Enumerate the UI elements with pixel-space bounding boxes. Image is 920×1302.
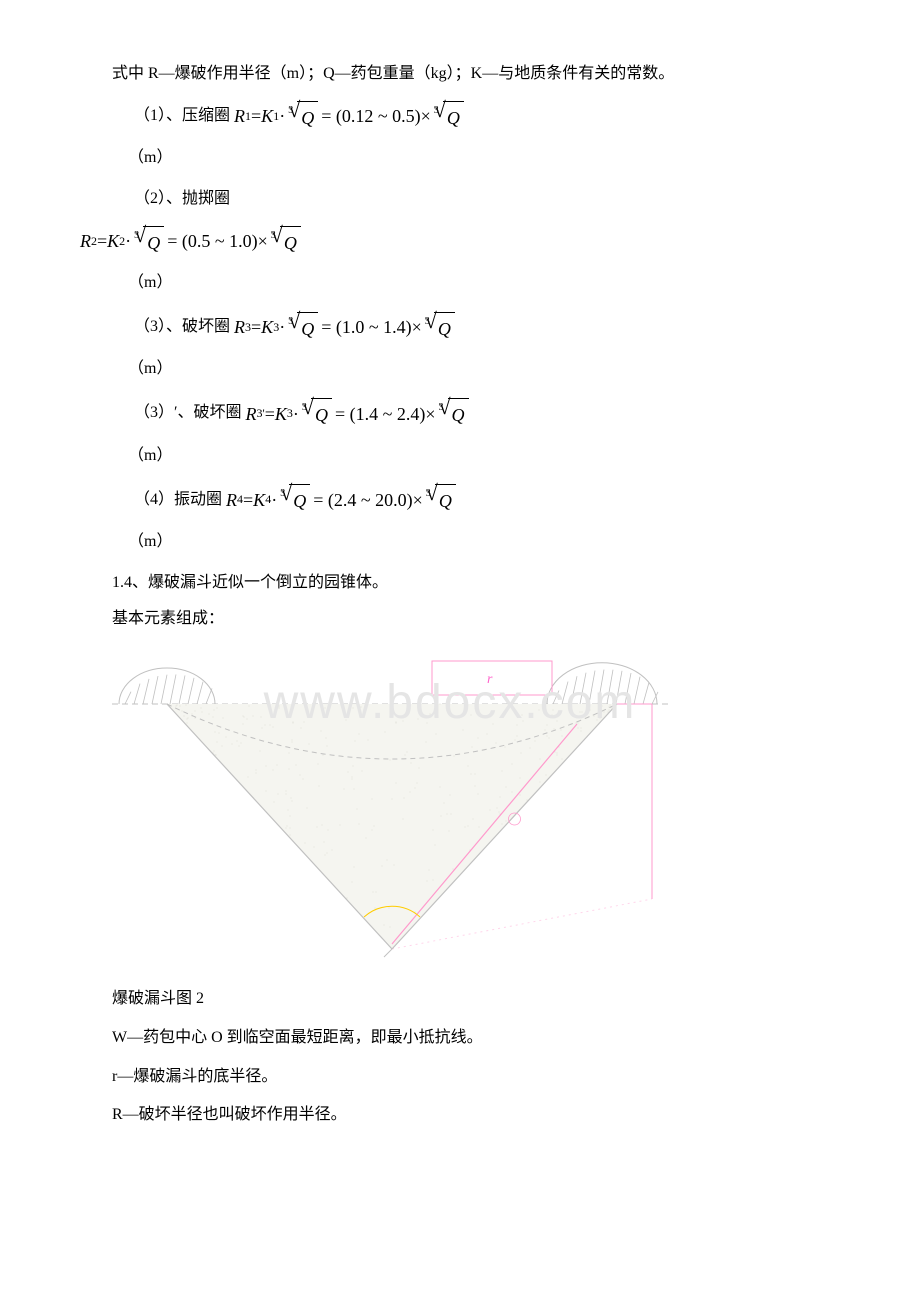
definitions-list: W—药包中心 O 到临空面最短距离，即最小抵抗线。 r—爆破漏斗的底半径。 R—破坏… — [80, 1024, 820, 1130]
formula-row: （4）振动圈 R4 = K4 · 3√Q = (2.4 ~ 20.0)×3√Q — [80, 482, 820, 517]
elements-title: 基本元素组成： — [80, 605, 820, 634]
formula-row: （2）、抛掷圈 — [80, 185, 820, 214]
formula-unit: （m） — [80, 442, 820, 471]
formula-unit: （m） — [80, 355, 820, 384]
definition-item: r—爆破漏斗的底半径。 — [80, 1063, 820, 1092]
formula-list: （1）、压缩圈 R1 = K1 · 3√Q = (0.12 ~ 0.5)×3√Q… — [80, 99, 820, 557]
definition-item: W—药包中心 O 到临空面最短距离，即最小抵抗线。 — [80, 1024, 820, 1053]
formula-unit: （m） — [80, 269, 820, 298]
diagram-caption: 爆破漏斗图 2 — [80, 985, 820, 1014]
formula-unit: （m） — [80, 144, 820, 173]
formula-expr: R2 = K2 · 3√Q = (0.5 ~ 1.0)×3√Q — [80, 224, 820, 259]
diagram-funnel: r — [80, 649, 820, 970]
definition-item: R—破坏半径也叫破坏作用半径。 — [80, 1101, 820, 1130]
formula-unit: （m） — [80, 528, 820, 557]
formula-row: （1）、压缩圈 R1 = K1 · 3√Q = (0.12 ~ 0.5)×3√Q — [80, 99, 820, 134]
intro-text: 式中 R—爆破作用半径（m）；Q—药包重量（kg）；K—与地质条件有关的常数。 — [80, 60, 820, 89]
formula-row: （3）、破坏圈 R3 = K3 · 3√Q = (1.0 ~ 1.4)×3√Q — [80, 310, 820, 345]
formula-row: （3）′、破坏圈 R3' = K3 · 3√Q = (1.4 ~ 2.4)×3√… — [80, 396, 820, 431]
section-1-4: 1.4、爆破漏斗近似一个倒立的园锥体。 — [80, 569, 820, 598]
svg-text:r: r — [487, 672, 493, 687]
